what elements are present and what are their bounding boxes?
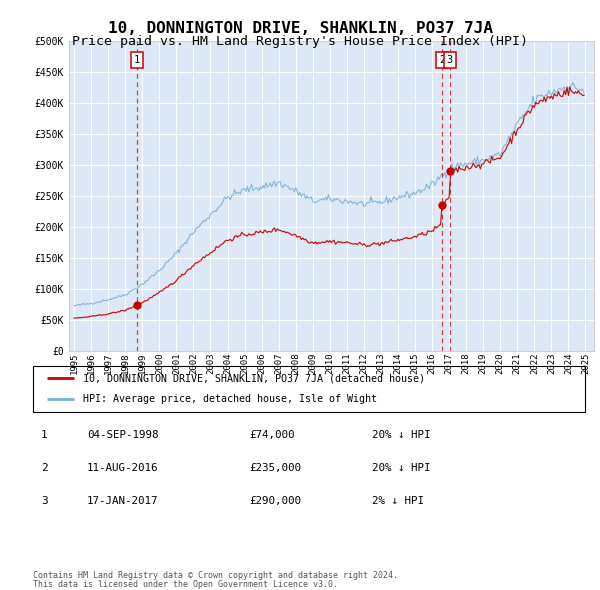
Text: 3: 3 bbox=[41, 496, 48, 506]
Text: £290,000: £290,000 bbox=[249, 496, 301, 506]
Text: HPI: Average price, detached house, Isle of Wight: HPI: Average price, detached house, Isle… bbox=[83, 394, 377, 404]
Text: This data is licensed under the Open Government Licence v3.0.: This data is licensed under the Open Gov… bbox=[33, 579, 338, 589]
Text: Price paid vs. HM Land Registry's House Price Index (HPI): Price paid vs. HM Land Registry's House … bbox=[72, 35, 528, 48]
Text: 2% ↓ HPI: 2% ↓ HPI bbox=[372, 496, 424, 506]
Text: 04-SEP-1998: 04-SEP-1998 bbox=[87, 430, 158, 440]
Text: 11-AUG-2016: 11-AUG-2016 bbox=[87, 463, 158, 473]
Text: 20% ↓ HPI: 20% ↓ HPI bbox=[372, 430, 431, 440]
Text: 20% ↓ HPI: 20% ↓ HPI bbox=[372, 463, 431, 473]
Text: £235,000: £235,000 bbox=[249, 463, 301, 473]
Text: 2: 2 bbox=[439, 55, 445, 65]
Text: 10, DONNINGTON DRIVE, SHANKLIN, PO37 7JA: 10, DONNINGTON DRIVE, SHANKLIN, PO37 7JA bbox=[107, 21, 493, 35]
Text: 17-JAN-2017: 17-JAN-2017 bbox=[87, 496, 158, 506]
Text: 3: 3 bbox=[446, 55, 453, 65]
Text: £74,000: £74,000 bbox=[249, 430, 295, 440]
Text: 2: 2 bbox=[41, 463, 48, 473]
Text: 10, DONNINGTON DRIVE, SHANKLIN, PO37 7JA (detached house): 10, DONNINGTON DRIVE, SHANKLIN, PO37 7JA… bbox=[83, 373, 425, 384]
Text: 1: 1 bbox=[134, 55, 140, 65]
Text: Contains HM Land Registry data © Crown copyright and database right 2024.: Contains HM Land Registry data © Crown c… bbox=[33, 571, 398, 580]
Text: 1: 1 bbox=[41, 430, 48, 440]
